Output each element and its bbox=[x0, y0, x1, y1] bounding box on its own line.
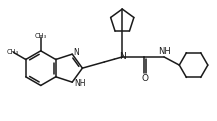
Text: O: O bbox=[141, 74, 148, 83]
Text: NH: NH bbox=[158, 47, 170, 56]
Text: CH₃: CH₃ bbox=[7, 49, 19, 55]
Text: CH₃: CH₃ bbox=[35, 33, 47, 39]
Text: NH: NH bbox=[74, 79, 86, 88]
Text: N: N bbox=[119, 52, 126, 61]
Text: N: N bbox=[73, 48, 79, 57]
